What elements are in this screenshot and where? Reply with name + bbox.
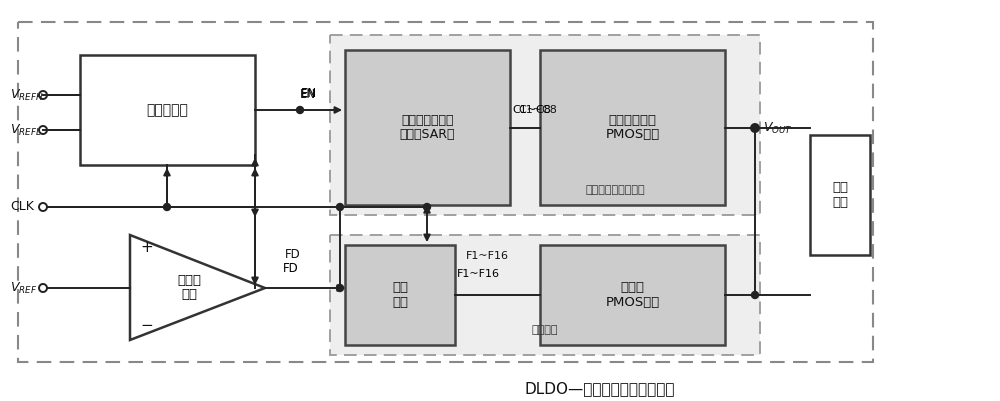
Text: 细调电路: 细调电路: [532, 325, 558, 335]
Circle shape: [296, 107, 304, 113]
Text: 单限比
较器: 单限比 较器: [178, 273, 202, 302]
Text: C1~C8: C1~C8: [512, 105, 551, 115]
Bar: [540, 50, 725, 205]
Bar: [80, 55, 255, 165]
Text: $V_{OUT}$: $V_{OUT}$: [763, 120, 793, 136]
Bar: [345, 50, 510, 205]
Text: $V_{REFH}$: $V_{REFH}$: [10, 87, 44, 103]
Text: $V_{REF}$: $V_{REF}$: [10, 280, 37, 296]
Bar: [810, 135, 870, 255]
Text: 大尺寸二进制
PMOS阵列: 大尺寸二进制 PMOS阵列: [605, 113, 660, 142]
Text: FD: FD: [285, 248, 301, 261]
Text: +: +: [140, 241, 153, 255]
Text: 负载
电路: 负载 电路: [832, 181, 848, 209]
Text: EN: EN: [301, 87, 317, 100]
Circle shape: [336, 284, 344, 292]
Bar: [345, 245, 455, 345]
Text: F1~F16: F1~F16: [457, 269, 500, 279]
Text: EN: EN: [300, 88, 316, 101]
Circle shape: [336, 203, 344, 211]
Text: F1~F16: F1~F16: [466, 251, 509, 261]
Text: −: −: [140, 318, 153, 332]
Text: 小尺寸
PMOS阵列: 小尺寸 PMOS阵列: [605, 281, 660, 309]
Text: 双向逐次递近比
较型（SAR）: 双向逐次递近比 较型（SAR）: [400, 113, 455, 142]
Text: CLK: CLK: [10, 200, 34, 213]
Bar: [330, 235, 760, 355]
Circle shape: [424, 203, 430, 211]
Circle shape: [164, 203, 170, 211]
Text: DLDO—数字低压差线性稳压器: DLDO—数字低压差线性稳压器: [525, 381, 675, 397]
Text: C1~C8: C1~C8: [518, 105, 557, 115]
Text: FD: FD: [283, 262, 299, 275]
Text: 窗口比较器: 窗口比较器: [147, 103, 188, 117]
Circle shape: [752, 124, 759, 132]
Circle shape: [752, 292, 759, 298]
Polygon shape: [130, 235, 265, 340]
Text: $V_{REFL}$: $V_{REFL}$: [10, 122, 42, 138]
Bar: [540, 245, 725, 345]
Text: 细调
逻辑: 细调 逻辑: [392, 281, 408, 309]
Bar: [330, 35, 760, 215]
Bar: [18, 22, 873, 362]
Text: 双向二分法粗调电路: 双向二分法粗调电路: [585, 185, 645, 195]
